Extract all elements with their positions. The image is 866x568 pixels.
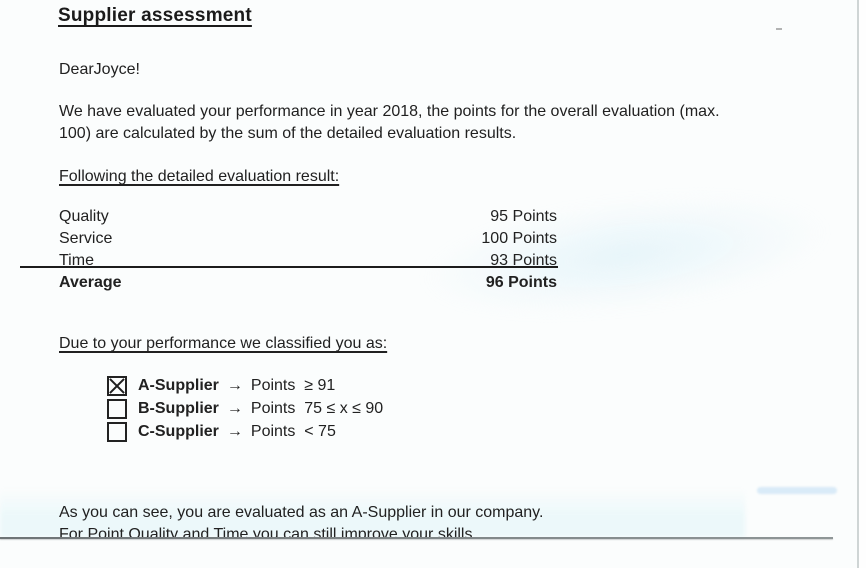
scan-speck-artifact [776, 28, 782, 30]
scan-tint-artifact [0, 489, 745, 537]
row-label: Average [59, 274, 122, 291]
scan-page-bottom-edge [0, 537, 833, 539]
checkbox-b-supplier [107, 398, 127, 419]
intro-paragraph: We have evaluated your performance in ye… [59, 101, 849, 145]
closing-paragraph: As you can see, you are evaluated as an … [59, 502, 849, 539]
row-points: 96 Points [485, 274, 557, 291]
table-row: Quality 95 Points [59, 206, 557, 228]
condition-text: Points ≥ 91 [250, 376, 336, 394]
condition-text: Points 75 ≤ x ≤ 90 [250, 399, 384, 417]
salutation: DearJoyce! [59, 61, 140, 78]
closing-line-1: As you can see, you are evaluated as an … [59, 504, 544, 521]
arrow-right-glyph: → [226, 376, 243, 394]
closing-line-2: For Point Quality and Time you can still… [59, 526, 473, 539]
classification-label: A-Supplier [138, 376, 219, 394]
results-table: Quality 95 Points Service 100 Points Tim… [59, 206, 557, 294]
table-row: Service 100 Points [59, 228, 557, 250]
classification-label: C-Supplier [138, 422, 219, 440]
results-heading: Following the detailed evaluation result… [59, 168, 340, 185]
arrow-right-glyph: → [226, 422, 243, 440]
document-title: Supplier assessment [58, 5, 252, 26]
scan-page-right-edge [857, 0, 859, 568]
classification-heading: Due to your performance we classified yo… [59, 335, 388, 352]
table-row-average: Average 96 Points [59, 272, 557, 294]
classification-label: B-Supplier [138, 399, 219, 417]
row-label: Time [59, 252, 94, 269]
row-points: 93 Points [490, 252, 557, 269]
row-points: 100 Points [481, 230, 557, 247]
row-points: 95 Points [490, 208, 557, 225]
table-rule [20, 266, 558, 268]
row-label: Service [59, 230, 113, 247]
checkbox-a-supplier [107, 375, 127, 396]
classification-row-a: A-Supplier → Points ≥ 91 [107, 374, 383, 397]
arrow-right-glyph: → [226, 399, 243, 417]
condition-text: Points < 75 [250, 422, 336, 440]
classification-list: A-Supplier → Points ≥ 91 B-Supplier → Po… [107, 374, 383, 443]
table-row: Time 93 Points [59, 250, 557, 272]
classification-row-c: C-Supplier → Points < 75 [107, 420, 383, 443]
classification-row-b: B-Supplier → Points 75 ≤ x ≤ 90 [107, 397, 383, 420]
row-label: Quality [59, 208, 109, 225]
intro-line-1: We have evaluated your performance in ye… [59, 103, 720, 120]
intro-line-2: 100) are calculated by the sum of the de… [59, 125, 517, 142]
scan-streak-artifact [757, 487, 837, 494]
scan-right-margin [859, 0, 866, 568]
checkbox-c-supplier [107, 421, 127, 442]
